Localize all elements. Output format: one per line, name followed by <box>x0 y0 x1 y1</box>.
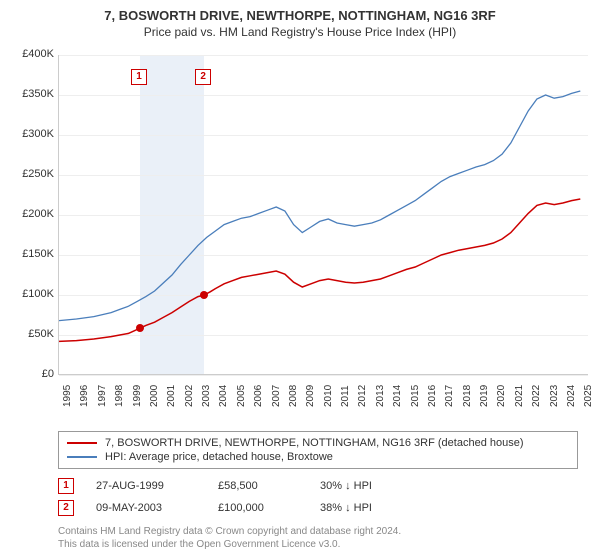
x-tick-label: 2010 <box>323 385 334 407</box>
x-tick-label: 2014 <box>392 385 403 407</box>
series-hpi <box>59 91 580 321</box>
y-tick-label: £0 <box>10 368 54 380</box>
x-tick-label: 2004 <box>218 385 229 407</box>
x-tick-label: 2020 <box>496 385 507 407</box>
legend-label: 7, BOSWORTH DRIVE, NEWTHORPE, NOTTINGHAM… <box>105 437 524 449</box>
chart-title: 7, BOSWORTH DRIVE, NEWTHORPE, NOTTINGHAM… <box>10 8 590 23</box>
y-tick-label: £250K <box>10 168 54 180</box>
sale-date: 27-AUG-1999 <box>96 480 196 492</box>
sale-marker-1: 1 <box>131 69 147 85</box>
footnote-line1: Contains HM Land Registry data © Crown c… <box>58 525 590 538</box>
x-tick-label: 2015 <box>410 385 421 407</box>
x-tick-label: 2024 <box>566 385 577 407</box>
plot-area <box>58 55 588 375</box>
sale-row: 2 09-MAY-2003 £100,000 38% ↓ HPI <box>58 497 590 519</box>
y-tick-label: £400K <box>10 48 54 60</box>
sale-delta: 38% ↓ HPI <box>320 502 372 514</box>
legend-line-icon <box>67 456 97 458</box>
x-tick-label: 2013 <box>375 385 386 407</box>
sale-row: 1 27-AUG-1999 £58,500 30% ↓ HPI <box>58 475 590 497</box>
y-tick-label: £100K <box>10 288 54 300</box>
x-tick-label: 1998 <box>114 385 125 407</box>
series-price_paid <box>59 199 580 341</box>
x-tick-label: 1999 <box>132 385 143 407</box>
legend: 7, BOSWORTH DRIVE, NEWTHORPE, NOTTINGHAM… <box>58 431 578 469</box>
x-tick-label: 2001 <box>166 385 177 407</box>
x-tick-label: 2022 <box>531 385 542 407</box>
legend-label: HPI: Average price, detached house, Brox… <box>105 451 333 463</box>
y-tick-label: £150K <box>10 248 54 260</box>
x-tick-label: 2003 <box>201 385 212 407</box>
x-tick-label: 2021 <box>514 385 525 407</box>
chart-subtitle: Price paid vs. HM Land Registry's House … <box>10 25 590 39</box>
y-tick-label: £350K <box>10 88 54 100</box>
y-tick-label: £200K <box>10 208 54 220</box>
x-tick-label: 1995 <box>62 385 73 407</box>
x-tick-label: 1997 <box>97 385 108 407</box>
sale-marker-box: 2 <box>58 500 74 516</box>
footnote: Contains HM Land Registry data © Crown c… <box>58 525 590 551</box>
x-tick-label: 2008 <box>288 385 299 407</box>
x-tick-label: 2005 <box>236 385 247 407</box>
x-tick-label: 2023 <box>549 385 560 407</box>
x-tick-label: 2025 <box>583 385 594 407</box>
sale-price: £100,000 <box>218 502 298 514</box>
x-tick-label: 2002 <box>184 385 195 407</box>
x-tick-label: 1996 <box>79 385 90 407</box>
x-tick-label: 2009 <box>305 385 316 407</box>
x-tick-label: 2000 <box>149 385 160 407</box>
sale-marker-box: 1 <box>58 478 74 494</box>
footnote-line2: This data is licensed under the Open Gov… <box>58 538 590 551</box>
y-tick-label: £300K <box>10 128 54 140</box>
y-tick-label: £50K <box>10 328 54 340</box>
x-tick-label: 2011 <box>340 385 351 407</box>
sales-table: 1 27-AUG-1999 £58,500 30% ↓ HPI 2 09-MAY-2003… <box>58 475 590 519</box>
x-tick-label: 2018 <box>462 385 473 407</box>
legend-row: HPI: Average price, detached house, Brox… <box>67 450 569 464</box>
x-tick-label: 2007 <box>271 385 282 407</box>
sale-date: 09-MAY-2003 <box>96 502 196 514</box>
x-tick-label: 2006 <box>253 385 264 407</box>
x-tick-label: 2017 <box>444 385 455 407</box>
x-tick-label: 2016 <box>427 385 438 407</box>
x-tick-label: 2012 <box>357 385 368 407</box>
chart-container: 7, BOSWORTH DRIVE, NEWTHORPE, NOTTINGHAM… <box>0 0 600 555</box>
sale-dot-icon <box>136 324 144 332</box>
sale-dot-icon <box>200 291 208 299</box>
x-tick-label: 2019 <box>479 385 490 407</box>
sale-delta: 30% ↓ HPI <box>320 480 372 492</box>
sale-marker-2: 2 <box>195 69 211 85</box>
legend-line-icon <box>67 442 97 444</box>
sale-price: £58,500 <box>218 480 298 492</box>
legend-row: 7, BOSWORTH DRIVE, NEWTHORPE, NOTTINGHAM… <box>67 436 569 450</box>
chart-area: £0 £50K £100K £150K £200K £250K £300K £350K £400… <box>10 45 590 425</box>
gridline <box>59 375 588 376</box>
